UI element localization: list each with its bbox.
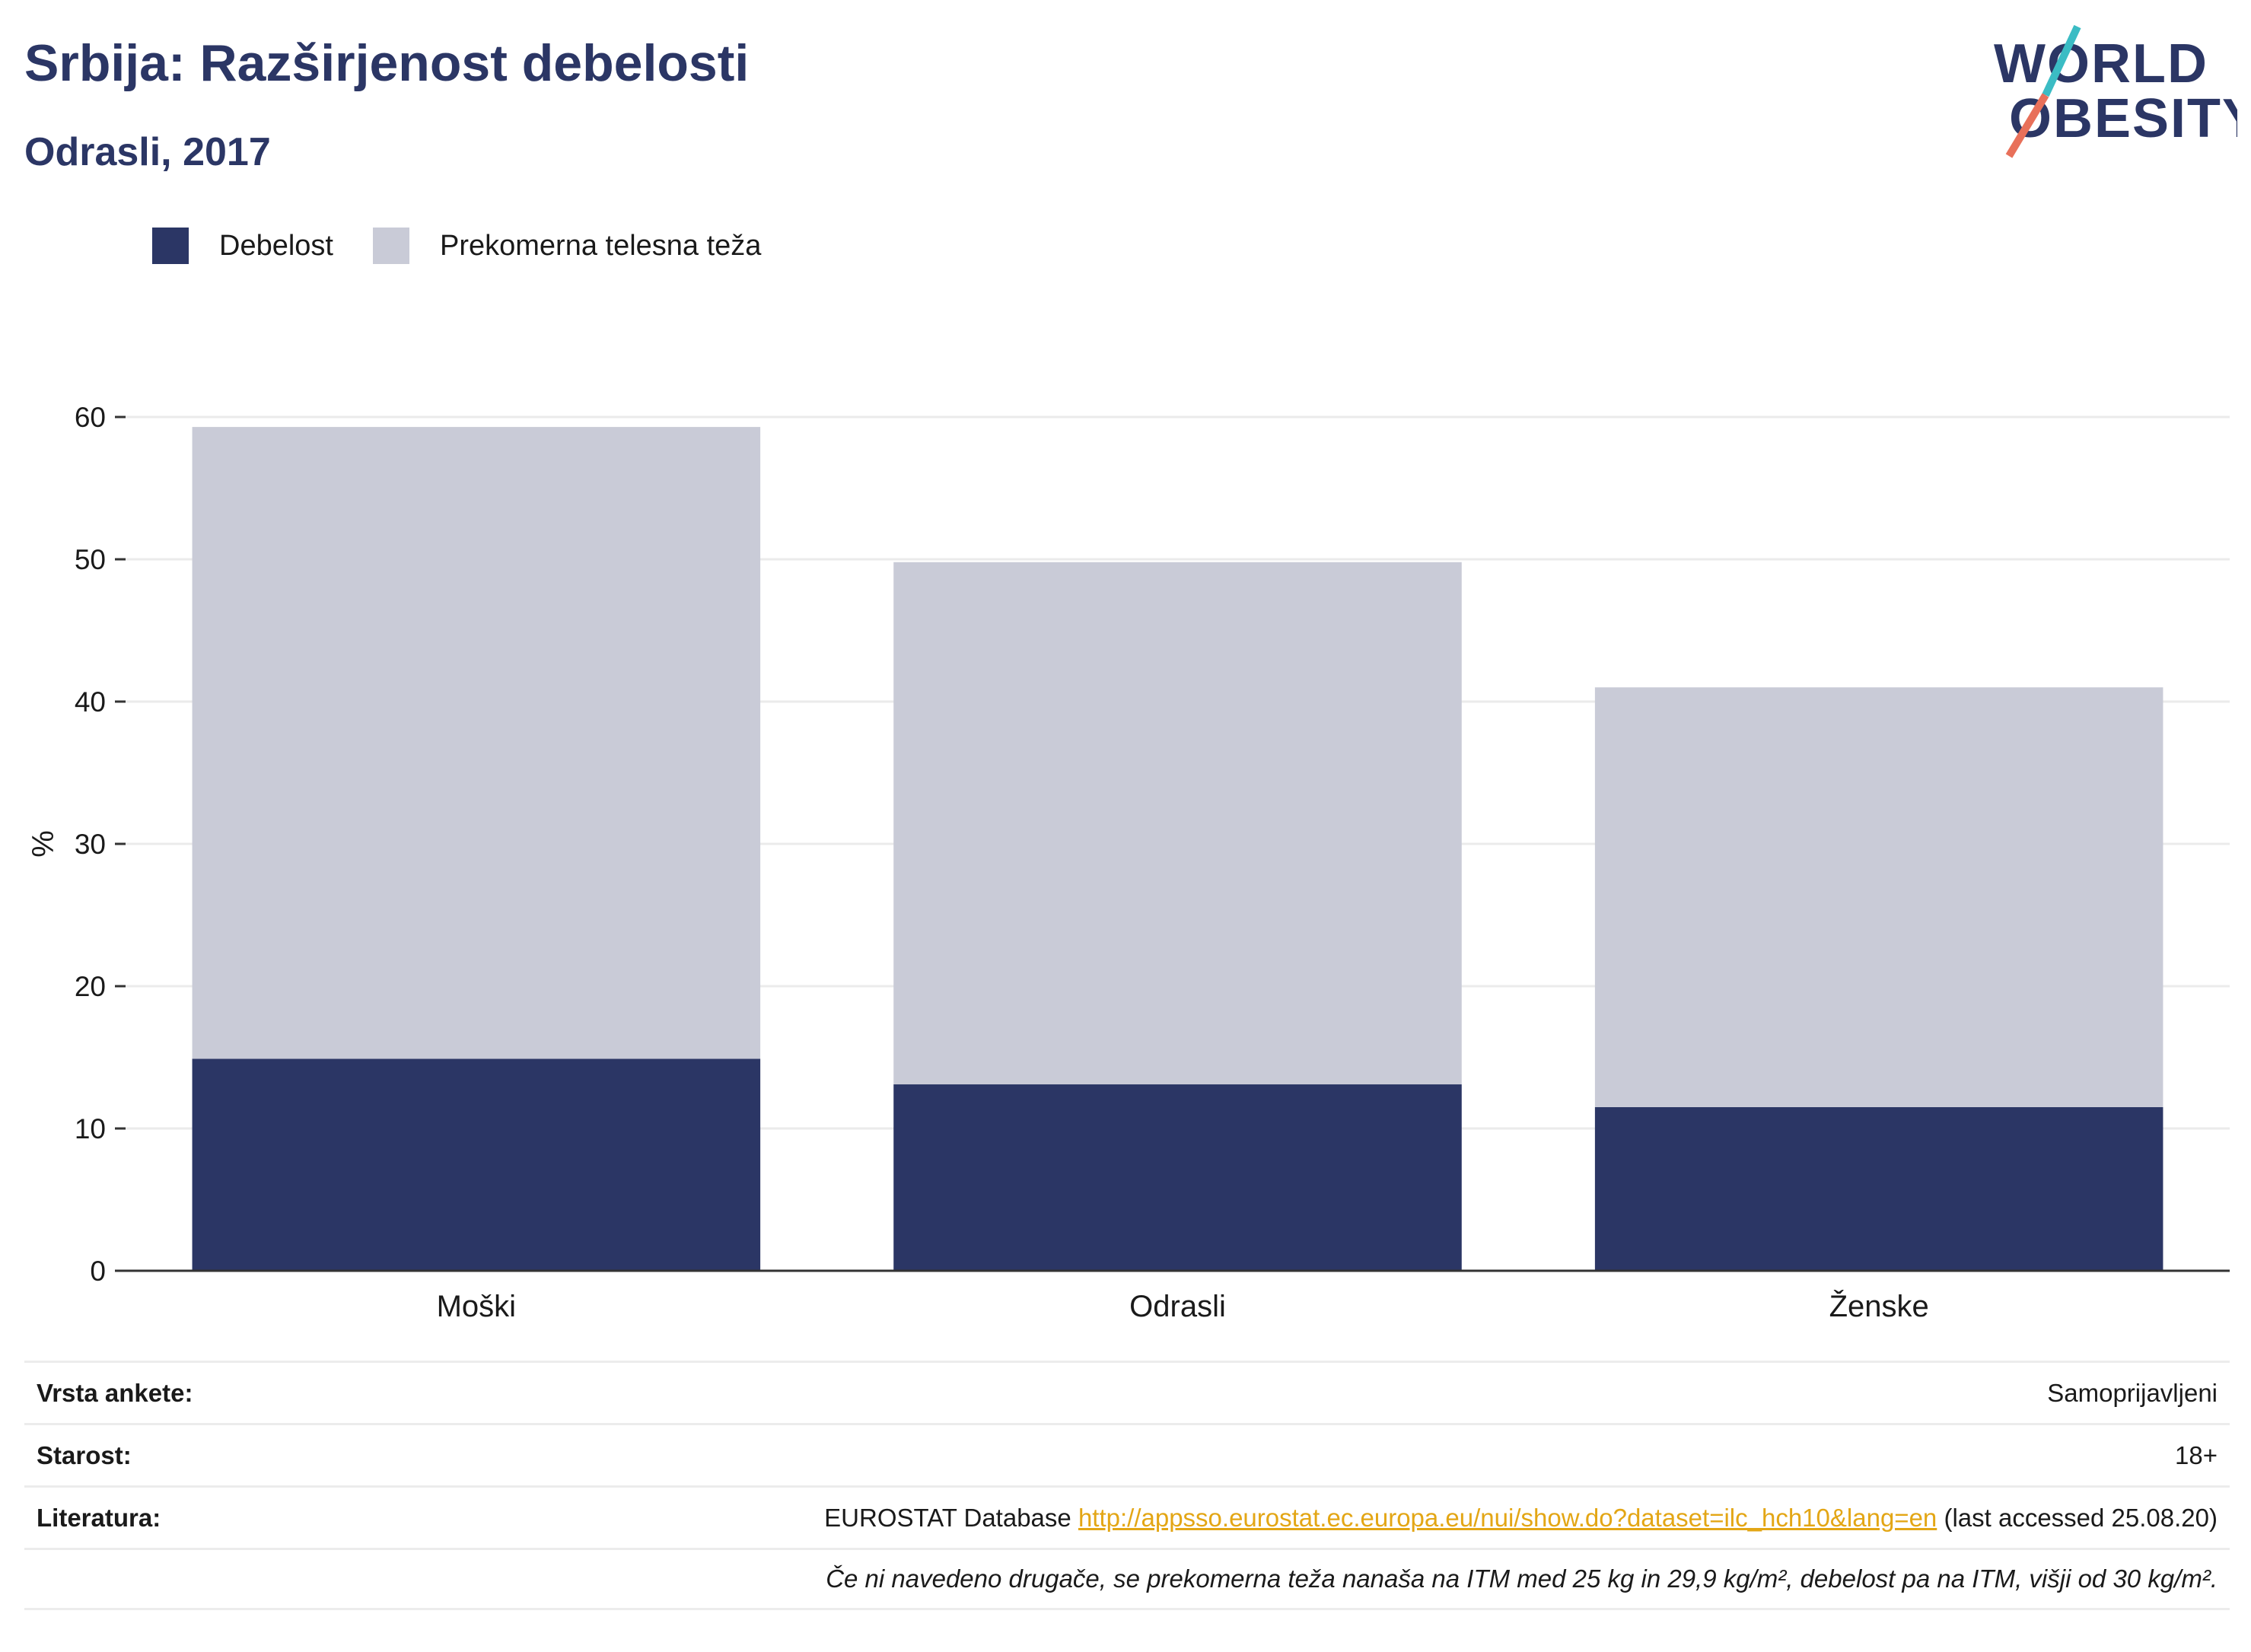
- age-label: Starost:: [37, 1440, 132, 1469]
- bar-overweight: [192, 427, 761, 1059]
- y-tick-label: 10: [75, 1113, 106, 1144]
- definition-note: Če ni navedeno drugače, se prekomerna te…: [826, 1564, 2218, 1593]
- x-tick-label: Ženske: [1829, 1289, 1929, 1323]
- literature-link[interactable]: http://appsso.eurostat.ec.europa.eu/nui/…: [1078, 1503, 1937, 1532]
- bar-obesity: [1594, 1106, 2163, 1271]
- literature-value: EUROSTAT Database http://appsso.eurostat…: [824, 1504, 2218, 1533]
- y-axis-label: %: [27, 830, 60, 858]
- info-row-literature: Literatura: EUROSTAT Database http://app…: [24, 1485, 2230, 1548]
- info-table: Vrsta ankete: Samoprijavljeni Starost: 1…: [24, 1361, 2230, 1610]
- literature-label: Literatura:: [37, 1503, 161, 1532]
- legend-item-obesity: Debelost: [152, 228, 333, 264]
- y-tick-label: 30: [75, 829, 106, 860]
- legend-label-obesity: Debelost: [219, 229, 333, 262]
- stacked-bar-chart: 0 10 20 30 40 50 60% Moški Odrasli Ženske: [27, 402, 2230, 1323]
- y-tick-label: 0: [90, 1256, 106, 1287]
- legend-swatch-overweight: [372, 228, 409, 264]
- bar-overweight: [893, 562, 1462, 1085]
- legend-item-overweight: Prekomerna telesna teža: [372, 228, 762, 264]
- bar-obesity: [192, 1058, 761, 1271]
- info-row-survey: Vrsta ankete: Samoprijavljeni: [24, 1361, 2230, 1423]
- literature-suffix: (last accessed 25.08.20): [1944, 1503, 2218, 1532]
- chart-legend: Debelost Prekomerna telesna teža: [152, 227, 801, 265]
- bar-obesity: [893, 1084, 1462, 1271]
- x-tick-label: Odrasli: [1129, 1290, 1226, 1323]
- literature-prefix: EUROSTAT Database: [824, 1503, 1071, 1532]
- svg-text:WORLD: WORLD: [1994, 33, 2208, 94]
- survey-type-label: Vrsta ankete:: [37, 1378, 193, 1407]
- legend-label-overweight: Prekomerna telesna teža: [439, 229, 762, 262]
- x-tick-label: Moški: [437, 1290, 516, 1323]
- y-tick-label: 40: [75, 686, 106, 718]
- info-row-note: Če ni navedeno drugače, se prekomerna te…: [24, 1548, 2230, 1610]
- y-tick-label: 60: [75, 402, 106, 433]
- survey-type-value: Samoprijavljeni: [2047, 1378, 2218, 1407]
- y-tick-label: 50: [75, 544, 106, 575]
- page-subtitle: Odrasli, 2017: [24, 130, 271, 174]
- age-value: 18+: [2175, 1440, 2218, 1469]
- world-obesity-logo: WORLD OBESITY: [1994, 24, 2237, 158]
- info-row-age: Starost: 18+: [24, 1423, 2230, 1485]
- page-title: Srbija: Razširjenost debelosti: [24, 34, 750, 92]
- legend-swatch-obesity: [152, 228, 189, 264]
- y-tick-label: 20: [75, 971, 106, 1002]
- bar-overweight: [1594, 687, 2163, 1107]
